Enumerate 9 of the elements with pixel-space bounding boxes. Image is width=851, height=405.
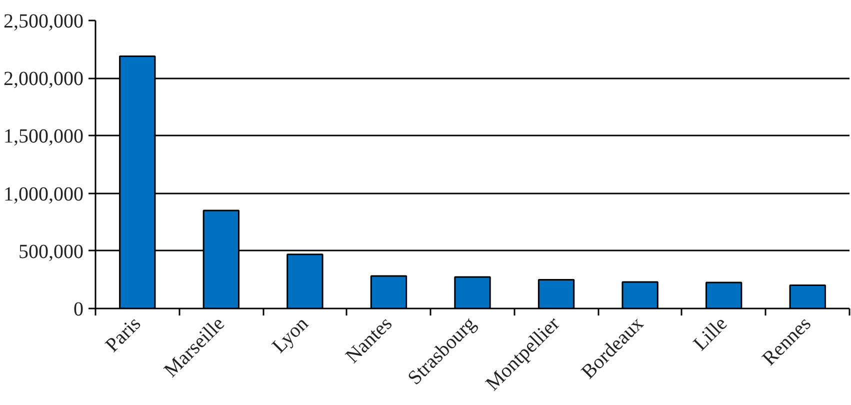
y-tick-label: 0 [74,298,84,320]
y-tick-label: 500,000 [18,240,84,263]
y-tick-label: 1,000,000 [4,183,84,206]
y-tick-label: 1,500,000 [4,126,84,148]
y-tick-label: 2,000,000 [4,68,84,90]
x-tick-label: Paris [101,312,146,357]
x-tick-label: Lyon [268,312,313,358]
x-tick-label: Lille [689,312,732,355]
y-tick-label: 2,500,000 [4,10,84,32]
